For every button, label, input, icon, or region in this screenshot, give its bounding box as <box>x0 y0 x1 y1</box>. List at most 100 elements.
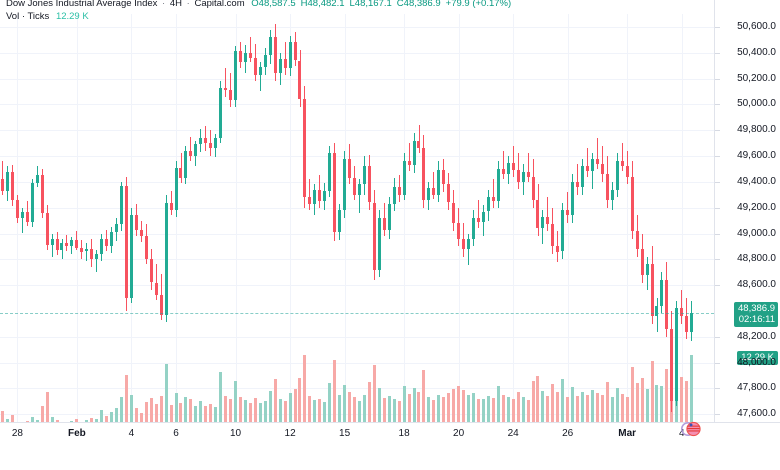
candle-body <box>437 170 441 195</box>
volume-bar <box>685 380 689 440</box>
volume-bar <box>357 400 361 440</box>
volume-bar <box>382 397 386 440</box>
volume-bar <box>189 399 193 440</box>
candle-body <box>665 279 669 329</box>
volume-bar <box>328 383 332 440</box>
volume-bar <box>452 389 456 440</box>
candle-body <box>333 153 337 233</box>
candle-body <box>610 189 614 200</box>
ohlc-high: H48,482.1 <box>301 0 350 9</box>
volume-bar <box>129 394 133 440</box>
candle-body <box>119 185 123 225</box>
candle-wick <box>96 250 98 273</box>
price-axis-tick-mark <box>715 26 720 28</box>
price-axis[interactable]: 48,386.9 02:16:11 12.29 K 50,600.0 50,400… <box>714 0 780 445</box>
grid-line-horizontal <box>0 52 714 54</box>
grid-line-horizontal <box>0 104 714 106</box>
volume-bar <box>164 364 168 440</box>
volume-bar <box>253 397 257 440</box>
candle-wick <box>621 143 623 172</box>
candle-body <box>258 66 262 75</box>
volume-bar <box>224 395 228 440</box>
candle-body <box>655 305 659 316</box>
candle-body <box>95 254 99 260</box>
candle-wick <box>587 148 589 177</box>
volume-bar <box>283 401 287 440</box>
candle-body <box>268 37 272 56</box>
candle-body <box>199 137 203 145</box>
candle-wick <box>259 61 261 92</box>
volume-bar <box>273 378 277 440</box>
volume-bar <box>546 395 550 440</box>
candle-body <box>184 150 188 178</box>
timeframe-label[interactable]: 4H <box>169 0 182 9</box>
candle-body <box>10 171 14 200</box>
volume-bar <box>511 398 515 440</box>
candle-body <box>630 176 634 231</box>
ohlc-close: C48,386.9 <box>397 0 446 9</box>
candle-body <box>15 199 19 218</box>
price-axis-tick: 50,400.0 <box>737 46 776 58</box>
candle-body <box>129 215 133 298</box>
volume-bar <box>476 398 480 440</box>
data-source-label[interactable]: Capital.com <box>194 0 245 9</box>
volume-bar <box>263 400 267 440</box>
candle-wick <box>284 42 286 75</box>
volume-bar <box>407 393 411 440</box>
candle-body <box>600 163 604 174</box>
candle-body <box>50 238 54 246</box>
price-axis-tick: 50,200.0 <box>737 72 776 84</box>
candle-body <box>65 242 69 247</box>
volume-bar <box>536 375 540 440</box>
ohlc-close-value: 48,386.9 <box>403 0 441 9</box>
candle-body <box>159 295 163 315</box>
candle-wick <box>2 161 3 195</box>
volume-bar <box>467 395 471 440</box>
grid-line-horizontal <box>0 207 714 209</box>
candle-body <box>149 259 153 283</box>
volume-bar <box>506 396 510 440</box>
volume-bar <box>571 386 575 440</box>
candle-body <box>219 87 223 138</box>
volume-bar <box>650 361 654 440</box>
candle-body <box>476 218 480 222</box>
volume-bar <box>625 397 629 440</box>
candle-wick <box>547 197 549 231</box>
candle-body <box>283 59 287 69</box>
volume-bar <box>660 386 664 440</box>
candle-body <box>144 236 148 260</box>
candle-wick <box>597 137 598 169</box>
candle-body <box>447 184 451 203</box>
candle-body <box>224 87 228 91</box>
candle-body <box>620 161 624 167</box>
price-axis-tick: 48,000.0 <box>737 356 776 368</box>
chart-plot-area[interactable] <box>0 14 714 440</box>
grid-line-horizontal <box>0 78 714 80</box>
ohlc-high-value: 48,482.1 <box>307 0 345 9</box>
grid-line-horizontal <box>0 130 714 132</box>
candle-body <box>690 312 694 332</box>
candle-body <box>571 181 575 216</box>
ohlc-low-label: L <box>349 0 355 9</box>
volume-bar <box>472 393 476 440</box>
volume-bar <box>620 393 624 440</box>
symbol-name[interactable]: Dow Jones Industrial Average Index <box>6 0 158 9</box>
candle-body <box>60 242 64 251</box>
volume-bar <box>462 390 466 440</box>
candle-body <box>551 224 555 247</box>
volume-bar <box>605 382 609 440</box>
ohlc-low: L48,167.1 <box>350 0 397 9</box>
candle-body <box>209 143 213 149</box>
time-axis[interactable]: 28 Feb 4 6 10 12 15 18 20 24 26 Mar 4 <box>0 422 780 444</box>
candle-body <box>685 316 689 332</box>
ohlc-open-value: 48,587.5 <box>258 0 296 9</box>
grid-line-horizontal <box>0 26 714 28</box>
volume-bar <box>591 390 595 440</box>
time-axis-tick: 26 <box>562 428 574 439</box>
grid-line-vertical <box>344 14 346 440</box>
volume-bar <box>690 355 694 440</box>
grid-line-horizontal <box>0 285 714 287</box>
grid-line-horizontal <box>0 181 714 183</box>
legend-row-symbol: Dow Jones Industrial Average Index · 4H … <box>6 0 511 9</box>
price-axis-tick-mark <box>715 414 720 416</box>
